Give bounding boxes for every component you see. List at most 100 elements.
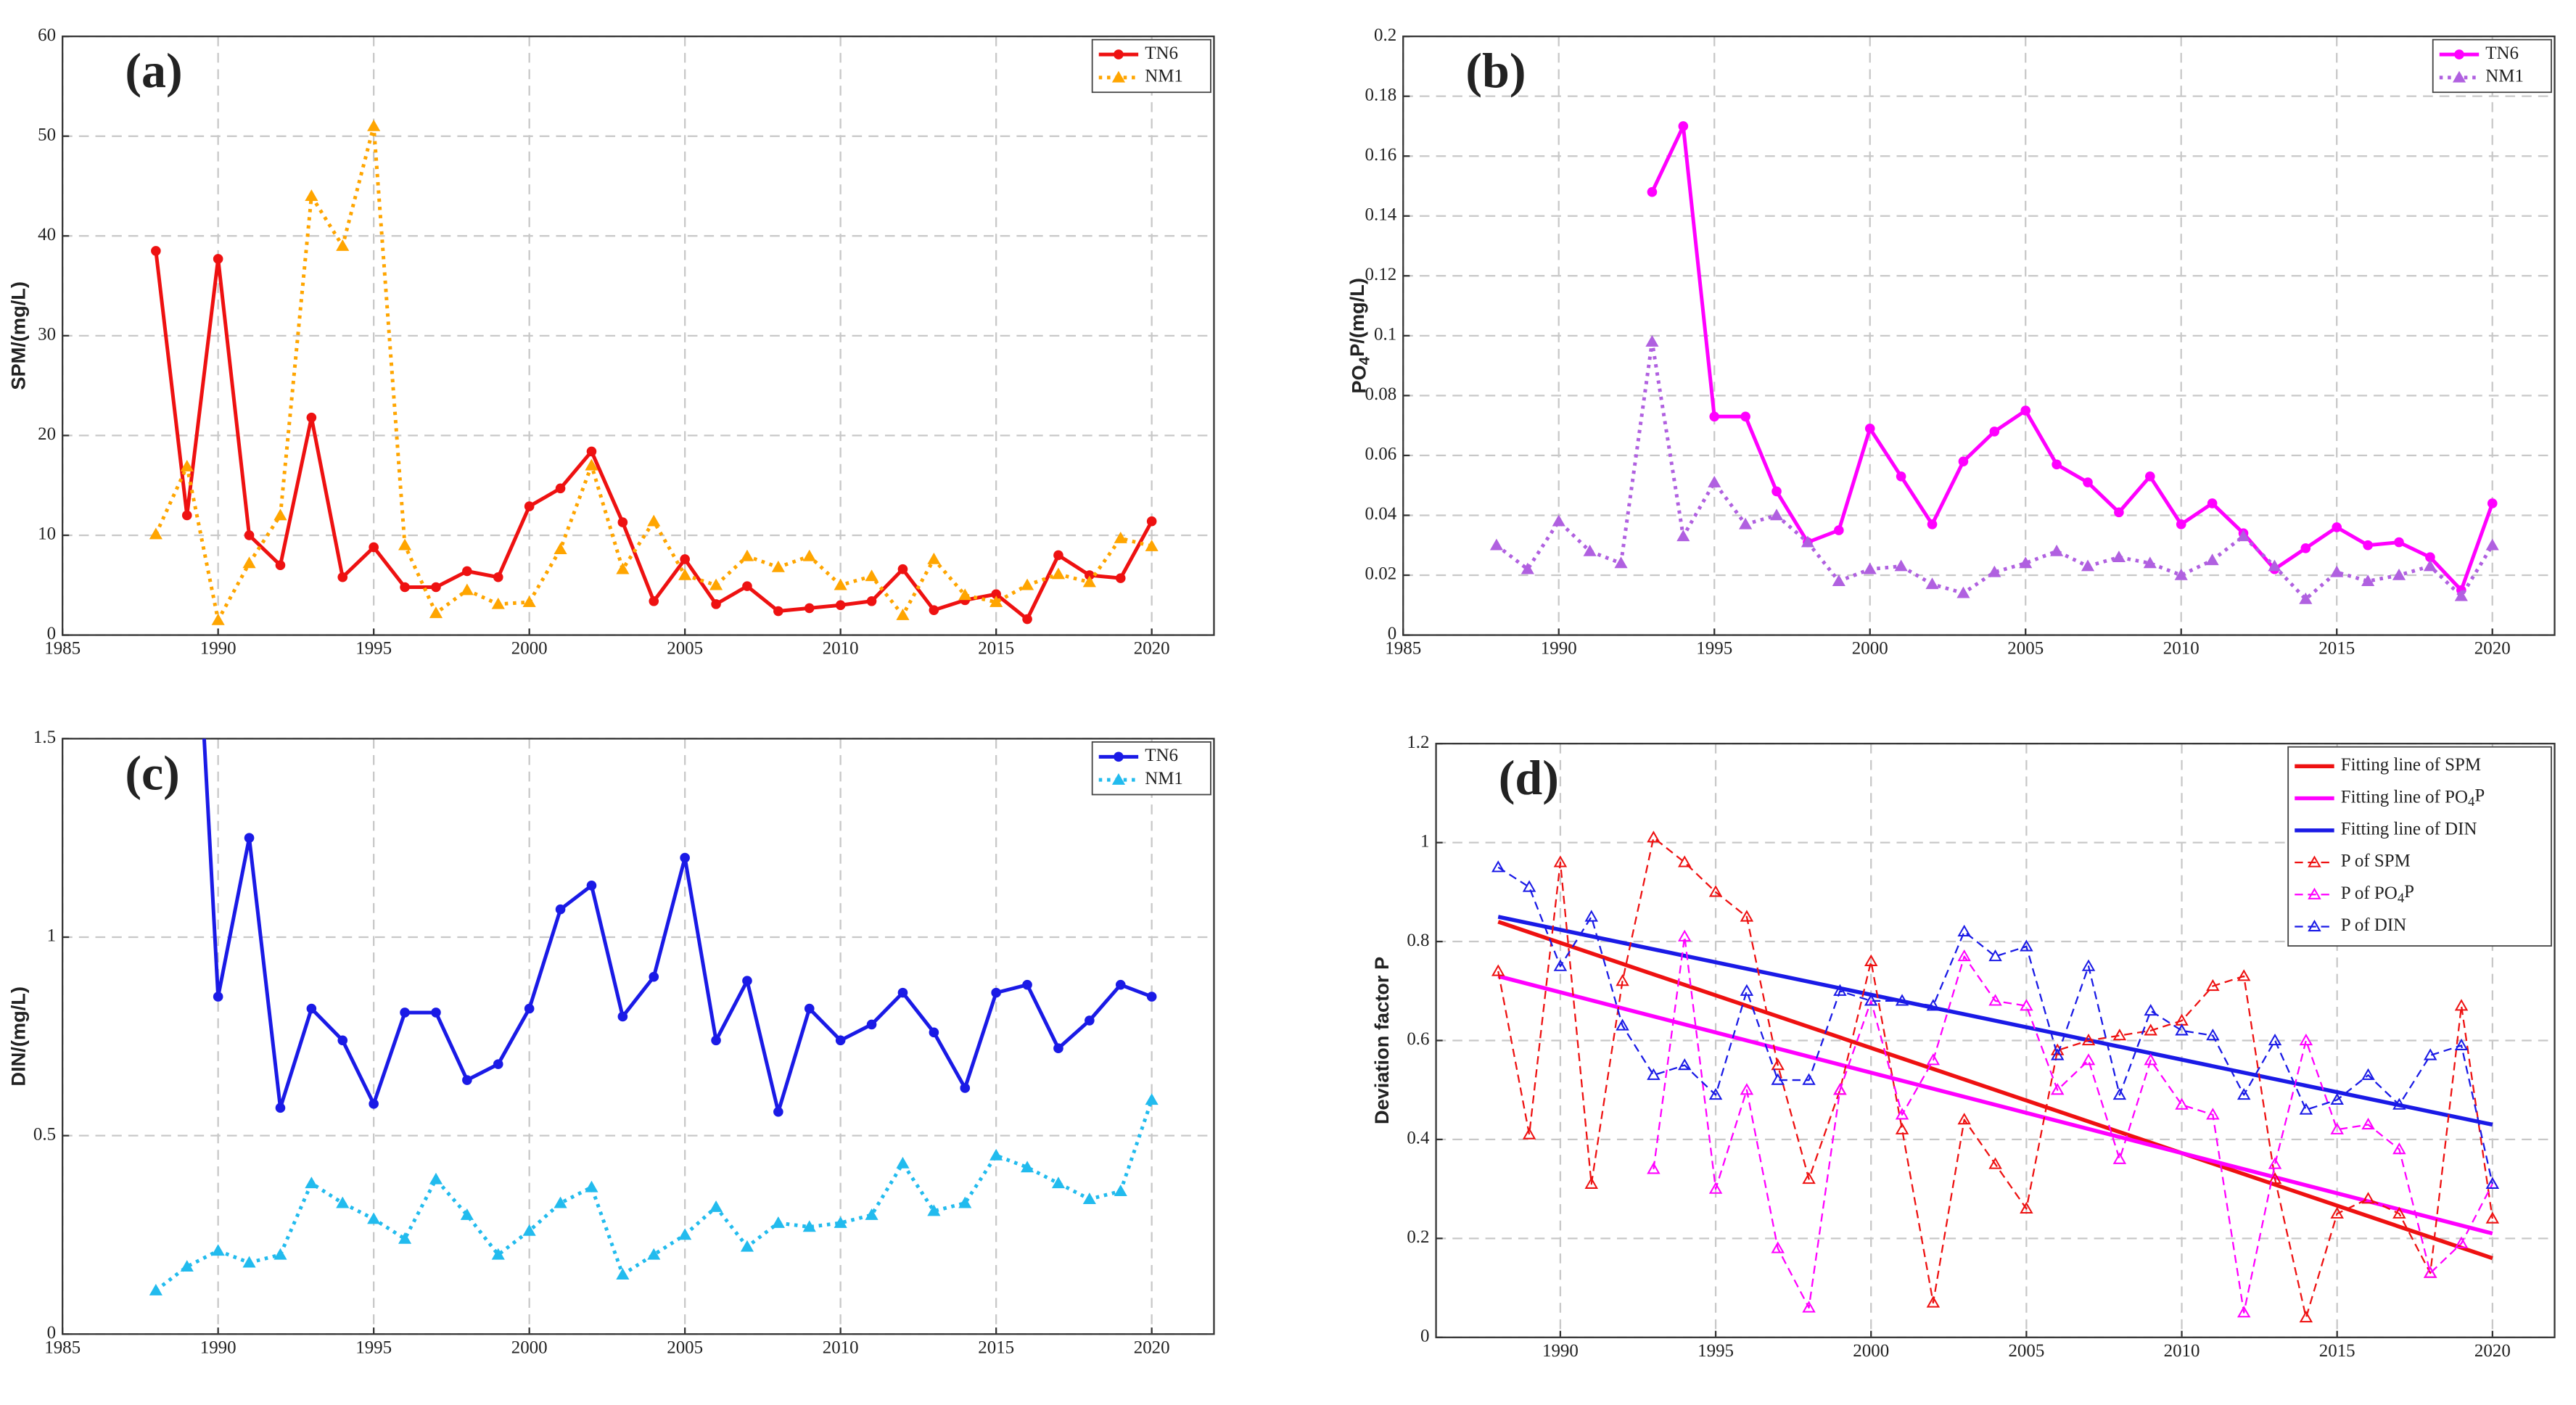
- marker: [2332, 522, 2342, 532]
- x-tick-label: 2010: [2163, 639, 2200, 659]
- marker: [1989, 427, 2000, 437]
- marker: [2112, 1029, 2127, 1041]
- legend-label: P of DIN: [2341, 915, 2407, 935]
- x-tick-label: 2020: [1134, 1338, 1170, 1357]
- marker: [2020, 1201, 2033, 1214]
- marker: [305, 1177, 318, 1189]
- series-line: [1650, 124, 2495, 593]
- marker: [1553, 959, 1568, 971]
- marker: [2081, 1053, 2096, 1066]
- marker: [1616, 1018, 1629, 1031]
- x-tick-label: 1995: [355, 639, 392, 659]
- marker: [2454, 49, 2464, 59]
- marker: [678, 1228, 692, 1240]
- x-tick-label: 1990: [1542, 1341, 1579, 1361]
- marker: [771, 560, 785, 572]
- marker: [524, 501, 535, 511]
- marker: [2144, 1023, 2157, 1036]
- marker: [2363, 540, 2373, 551]
- marker: [306, 412, 317, 423]
- marker: [1957, 1113, 1971, 1125]
- x-tick-label: 1990: [200, 1338, 236, 1357]
- marker: [336, 1196, 350, 1208]
- marker: [429, 1172, 443, 1184]
- marker: [927, 1204, 941, 1216]
- x-tick-label: 2010: [823, 1338, 859, 1357]
- marker: [491, 597, 505, 609]
- marker: [1114, 751, 1124, 762]
- plot-area: [1489, 121, 2499, 604]
- marker: [1677, 855, 1692, 868]
- marker: [2112, 551, 2126, 563]
- marker: [1894, 559, 1908, 572]
- marker: [524, 1003, 535, 1014]
- marker: [616, 562, 630, 574]
- y-tick-label: 0: [47, 1323, 56, 1343]
- marker: [1864, 954, 1878, 966]
- marker: [273, 508, 287, 521]
- panel-label: (d): [1499, 750, 1559, 805]
- y-axis-label: PO4P/(mg/L): [1346, 278, 1373, 393]
- marker: [929, 605, 939, 615]
- marker: [1145, 540, 1159, 551]
- marker: [1115, 979, 1126, 990]
- marker: [2425, 552, 2435, 563]
- marker: [2308, 919, 2321, 932]
- marker: [1678, 121, 1689, 131]
- marker: [711, 599, 721, 609]
- marker: [213, 254, 223, 264]
- marker: [554, 1196, 567, 1208]
- marker: [367, 1212, 381, 1224]
- marker: [1864, 423, 1875, 434]
- x-tick-label: 2000: [1852, 639, 1888, 659]
- marker: [180, 459, 194, 471]
- marker: [1489, 538, 1503, 551]
- series-line: [1497, 974, 2493, 1236]
- marker: [865, 1208, 878, 1220]
- marker: [804, 1003, 815, 1014]
- marker: [213, 992, 223, 1002]
- series-line: [1497, 866, 2493, 1184]
- marker: [897, 564, 908, 574]
- marker: [2392, 1097, 2406, 1110]
- marker: [462, 1075, 472, 1085]
- marker: [834, 578, 847, 590]
- marker: [242, 1256, 256, 1268]
- marker: [1801, 535, 1814, 548]
- series-line: [1497, 920, 2493, 1261]
- marker: [1491, 860, 1505, 873]
- x-tick-label: 2000: [511, 1338, 548, 1357]
- x-tick-label: 2015: [2319, 1341, 2355, 1361]
- legend-label: TN6: [1145, 44, 1178, 63]
- y-axis-label: Deviation factor P: [1370, 957, 1393, 1124]
- marker: [460, 1208, 474, 1220]
- marker: [1771, 1073, 1785, 1085]
- marker: [2452, 70, 2466, 83]
- marker: [929, 1027, 939, 1038]
- marker: [2394, 537, 2404, 548]
- marker: [2299, 1103, 2313, 1115]
- y-tick-label: 0: [1388, 624, 1396, 643]
- marker: [149, 1283, 162, 1295]
- marker: [1114, 1184, 1127, 1197]
- marker: [1925, 577, 1939, 590]
- plot-area: [149, 119, 1159, 625]
- legend-box: [1091, 38, 1211, 94]
- marker: [2423, 1266, 2437, 1278]
- marker: [337, 1035, 348, 1046]
- marker: [1614, 556, 1628, 569]
- x-tick-label: 2005: [667, 1338, 703, 1357]
- marker: [2454, 589, 2468, 601]
- marker: [1740, 411, 1750, 422]
- marker: [2206, 978, 2220, 992]
- y-tick-label: 0.2: [1407, 1227, 1429, 1247]
- marker: [431, 582, 441, 593]
- marker: [865, 569, 878, 582]
- marker: [896, 1156, 910, 1169]
- marker: [678, 568, 692, 580]
- y-tick-label: 0.12: [1365, 265, 1397, 284]
- marker: [2299, 1033, 2313, 1046]
- marker: [1616, 974, 1629, 986]
- marker: [802, 1220, 816, 1232]
